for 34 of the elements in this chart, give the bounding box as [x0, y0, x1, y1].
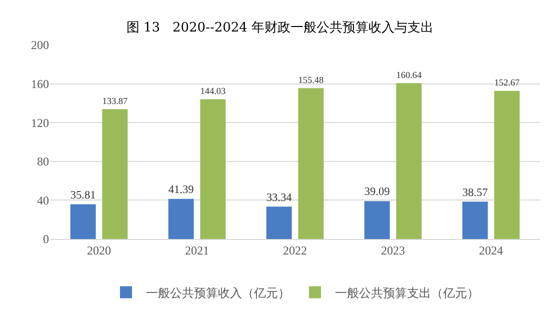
data-label: 35.81 — [70, 189, 96, 202]
chart-title: 图 13 2020--2024 年财政一般公共预算收入与支出 — [126, 20, 434, 36]
x-tick-label: 2022 — [283, 243, 307, 258]
bar — [102, 109, 128, 239]
x-tick-label: 2020 — [87, 243, 111, 258]
y-tick-label: 0 — [43, 232, 49, 246]
data-label: 152.67 — [494, 78, 520, 89]
bar — [168, 198, 194, 239]
data-label: 39.09 — [364, 186, 390, 198]
data-label: 133.87 — [102, 96, 128, 107]
bar — [396, 83, 422, 239]
bar — [298, 88, 324, 239]
y-tick-label: 80 — [37, 154, 49, 169]
y-tick-label: 200 — [31, 38, 49, 52]
bar — [200, 99, 226, 239]
data-label: 160.64 — [396, 70, 422, 81]
legend-label: 一般公共预算收入（亿元） — [146, 286, 290, 300]
data-label: 155.48 — [298, 76, 324, 86]
legend-label: 一般公共预算支出（亿元） — [335, 286, 479, 300]
bar — [364, 201, 390, 239]
data-label: 38.57 — [462, 186, 488, 199]
data-label: 41.39 — [168, 184, 194, 196]
bar — [70, 204, 96, 239]
bar — [462, 202, 488, 239]
data-label: 144.03 — [200, 86, 226, 97]
bar — [266, 206, 292, 239]
bar — [494, 90, 520, 239]
x-tick-label: 2021 — [185, 243, 209, 258]
y-tick-label: 40 — [37, 193, 49, 208]
y-tick-label: 160 — [31, 77, 49, 91]
data-label: 33.34 — [266, 192, 292, 204]
x-tick-label: 2024 — [479, 243, 503, 258]
y-tick-label: 120 — [31, 116, 49, 130]
x-tick-label: 2023 — [381, 243, 405, 258]
